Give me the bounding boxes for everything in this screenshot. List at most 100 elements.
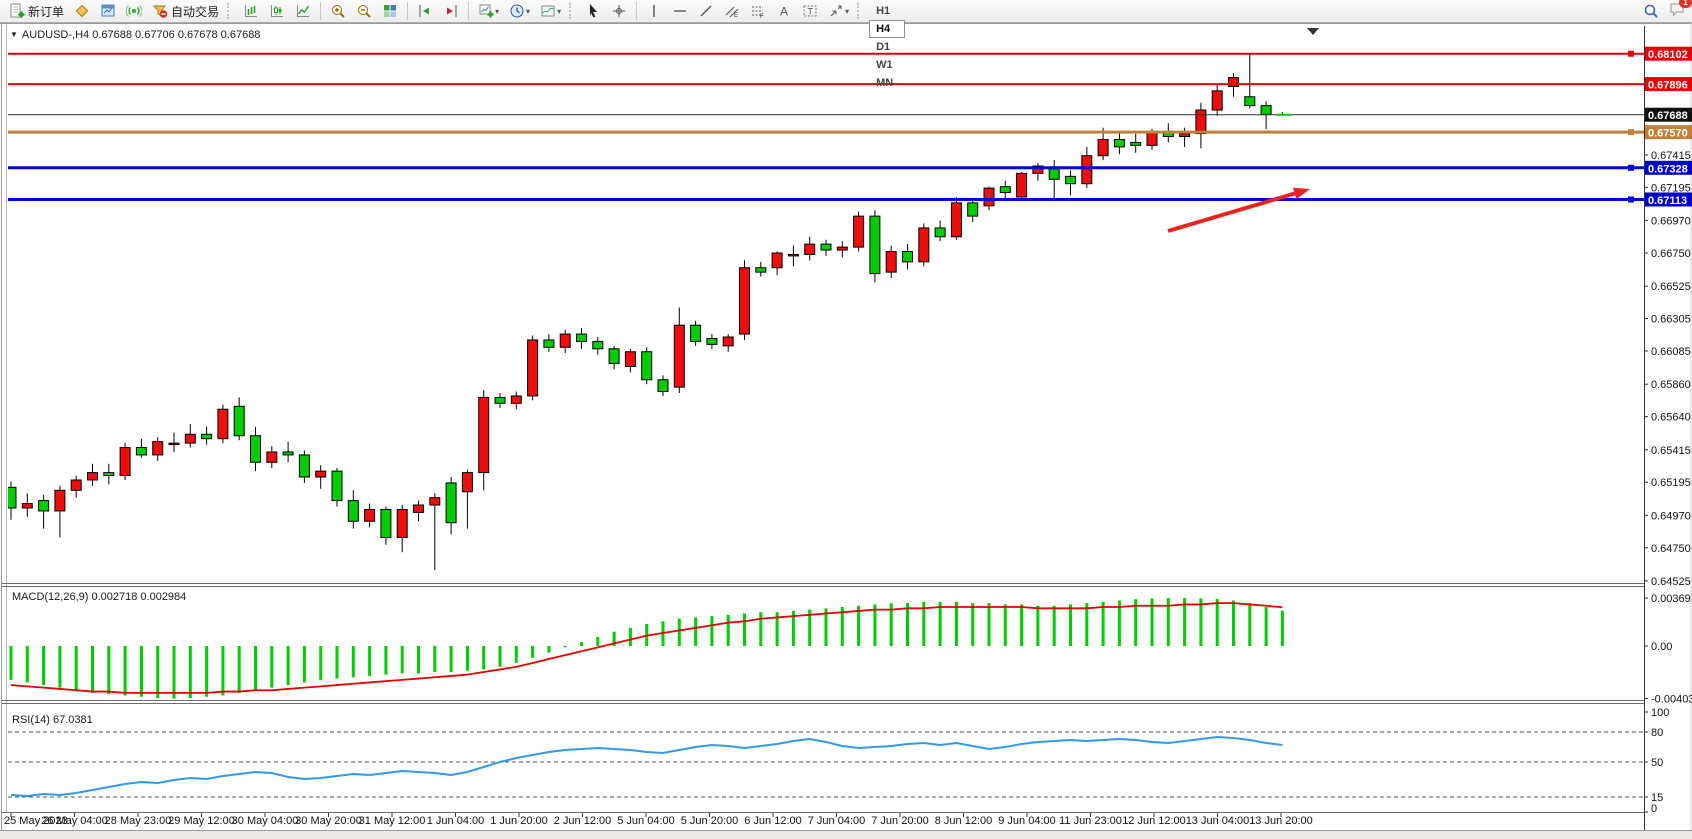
price-tick-label: 0.65860: [1651, 379, 1691, 391]
candle-body: [1016, 172, 1028, 198]
chat-badge: 1: [1679, 0, 1692, 8]
new-order-label: 新订单: [28, 4, 65, 19]
zoom-in-button[interactable]: [326, 0, 350, 22]
candle-body: [804, 243, 816, 255]
timeframe-button-H4[interactable]: H4: [869, 20, 905, 38]
arrows-tool-button[interactable]: ▾: [824, 0, 853, 22]
macd-tick-label: 0.00: [1651, 641, 1672, 653]
candle-body: [934, 227, 946, 238]
candle-body: [999, 186, 1011, 194]
timeframe-button-D1[interactable]: D1: [876, 41, 891, 53]
time-tick-label: 13 Jun 04:00: [1186, 815, 1250, 827]
candle-body: [690, 324, 702, 342]
text-label-tool-button[interactable]: T: [798, 0, 822, 22]
line-handle[interactable]: [1628, 50, 1634, 57]
cursor-tool-button[interactable]: [581, 0, 605, 22]
metaeditor-button[interactable]: [70, 0, 94, 22]
signals-button[interactable]: [122, 0, 146, 22]
candle-body: [201, 433, 213, 440]
chart-title: ▼ AUDUSD-,H4 0.67688 0.67706 0.67678 0.67…: [10, 29, 260, 41]
rsi-tick-label: 0: [1651, 803, 1657, 815]
vertical-line-icon: [653, 5, 655, 17]
candle-body: [576, 333, 587, 342]
autotrading-button[interactable]: 自动交易: [148, 0, 223, 22]
search-icon[interactable]: [1643, 3, 1659, 19]
market-watch-button[interactable]: [96, 0, 120, 22]
candle-body: [1048, 168, 1060, 180]
trendline-icon: [700, 5, 712, 17]
trend-arrow-head: [1292, 187, 1310, 200]
chart-title-collapse-icon[interactable]: ▼: [10, 30, 18, 39]
trendline-tool-button[interactable]: [694, 0, 718, 22]
line-handle[interactable]: [1628, 164, 1634, 171]
candle-body: [1228, 77, 1239, 87]
price-tick-label: 0.65195: [1651, 477, 1691, 489]
crosshair-tool-button[interactable]: [607, 0, 631, 22]
time-tick-label: 7 Jun 20:00: [871, 815, 929, 827]
tile-windows-button[interactable]: [378, 0, 402, 22]
periods-caret-icon: ▾: [526, 6, 531, 16]
candle-body: [70, 479, 82, 491]
periods-button[interactable]: ▾: [505, 0, 534, 22]
candle-body: [478, 396, 490, 474]
candlestick-chart-button[interactable]: [265, 0, 289, 22]
chat-button[interactable]: 1: [1669, 0, 1692, 22]
candle-body: [429, 497, 441, 506]
price-tick-label: 0.66525: [1651, 281, 1691, 293]
fibonacci-tool-button[interactable]: F: [746, 0, 770, 22]
template-icon: [541, 5, 555, 17]
candle-body: [331, 470, 343, 502]
timeframe-button-MN[interactable]: MN: [876, 77, 894, 89]
price-tag: [1645, 77, 1692, 92]
trend-arrow[interactable]: [1167, 189, 1301, 233]
price-axis[interactable]: 0.67415 0.67195 0.66970 0.66750 0.66525 0.663…: [1644, 26, 1692, 830]
template-button[interactable]: ▾: [536, 0, 565, 22]
vertical-line-tool-button[interactable]: [642, 0, 666, 22]
text-tool-button[interactable]: A: [772, 0, 796, 22]
timeframe-button-W1[interactable]: W1: [876, 59, 893, 71]
chart-shift-marker-icon[interactable]: [1307, 28, 1319, 35]
timeframe-button-H1[interactable]: H1: [876, 5, 891, 17]
zoom-out-button[interactable]: [352, 0, 376, 22]
candle-body: [885, 251, 897, 273]
line-handle[interactable]: [1628, 129, 1634, 136]
price-tick-label: 0.65640: [1651, 412, 1691, 424]
window-bottom-strip: [0, 831, 1692, 839]
rsi-tick-label: 15: [1651, 792, 1663, 804]
time-tick-label: 28 May 23:00: [105, 815, 172, 827]
candle-body: [592, 340, 604, 350]
new-order-button[interactable]: 新订单: [5, 0, 68, 22]
horizontal-line-tool-button[interactable]: [668, 0, 692, 22]
line-chart-icon: [297, 5, 310, 17]
candle-body: [510, 395, 522, 404]
arrows-icon: [830, 5, 842, 17]
svg-text:F: F: [760, 14, 764, 19]
candle-body: [445, 482, 457, 524]
toolbar-group-handle: [857, 3, 865, 19]
new-chart-button[interactable]: ▾: [474, 0, 503, 22]
candle-body: [1244, 96, 1256, 107]
chart-plot-area[interactable]: [8, 26, 1644, 583]
price-tick-label: 0.66750: [1651, 248, 1691, 260]
bar-chart-button[interactable]: [239, 0, 263, 22]
zoom-in-icon: [332, 5, 345, 18]
candle-body: [298, 454, 310, 478]
candle-body: [706, 337, 718, 345]
candle-body: [869, 215, 881, 275]
text-icon: A: [780, 5, 788, 19]
candle-body: [1097, 138, 1109, 157]
macd-signal-line: [10, 602, 1283, 694]
line-chart-button[interactable]: [291, 0, 315, 22]
candle-body: [250, 435, 261, 463]
toolbar-group-handle: [569, 3, 577, 19]
line-handle[interactable]: [1628, 196, 1634, 203]
time-tick-label: 7 Jun 04:00: [808, 815, 866, 827]
auto-scroll-button[interactable]: [413, 0, 437, 22]
chart-shift-button[interactable]: [439, 0, 463, 22]
candle-body: [787, 253, 799, 257]
channel-tool-button[interactable]: E: [720, 0, 744, 22]
candle-body: [543, 339, 555, 348]
price-tag: [1645, 192, 1692, 207]
bar-chart-icon: [245, 5, 258, 17]
